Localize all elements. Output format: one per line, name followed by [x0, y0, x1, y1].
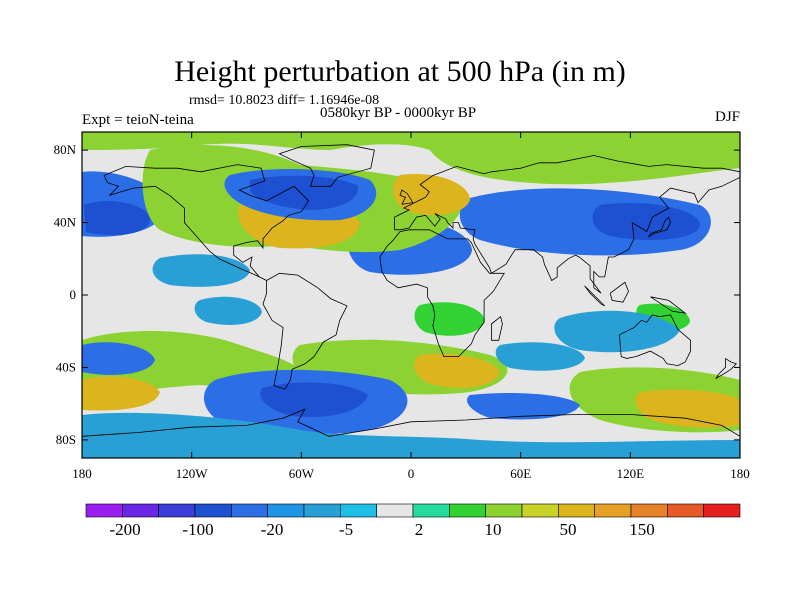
y-tick-label: 80S: [56, 432, 76, 447]
field-weak-negative-pacific: [152, 254, 250, 287]
coastline-8: [399, 189, 414, 205]
colorbar-swatch: [376, 503, 414, 518]
plot-title: Height perturbation at 500 hPa (in m): [174, 55, 626, 88]
field-positive-arctic: [82, 132, 740, 185]
field-core-southern-ocean-east: [635, 389, 740, 428]
colorbar-swatch: [85, 503, 123, 518]
x-tick-label: 180: [730, 466, 750, 481]
colorbar-label: -20: [261, 520, 284, 539]
field-core-asia: [592, 202, 700, 241]
colorbar-swatch: [158, 503, 196, 518]
stats-label: rmsd= 10.8023 diff= 1.16946e-08: [189, 93, 380, 108]
x-tick-label: 60E: [510, 466, 531, 481]
colorbar-swatch: [703, 503, 741, 518]
colorbar-swatch: [412, 503, 450, 518]
y-tick-label: 40S: [56, 359, 76, 374]
coastline-11: [584, 285, 605, 307]
coastline-6: [619, 314, 691, 367]
coastline-7: [82, 408, 740, 437]
colorbar-swatch: [194, 503, 232, 518]
coastline-12: [609, 281, 629, 303]
colorbar-swatch: [340, 503, 377, 518]
y-tick-label: 40N: [54, 215, 77, 230]
colorbar-swatch: [667, 503, 704, 518]
colorbar-swatch: [122, 503, 159, 518]
colorbar-swatch: [267, 503, 305, 518]
field-negative-south-indian: [466, 393, 580, 420]
field-core-canada: [250, 175, 359, 210]
x-tick-label: 60W: [289, 466, 315, 481]
colorbar-label: 2: [415, 520, 424, 539]
colorbar-label: -200: [109, 520, 140, 539]
coastline-5: [490, 315, 503, 341]
colorbar-label: 10: [485, 520, 502, 539]
colorbar-swatch: [594, 503, 632, 518]
colorbar-label: 50: [560, 520, 577, 539]
coastline-1: [278, 144, 375, 187]
field-weak-negative-antarctic: [82, 412, 740, 458]
colorbar-swatch: [485, 503, 523, 518]
field-core-south-atlantic-low: [260, 382, 368, 418]
y-tick-label: 80N: [54, 142, 77, 157]
colorbar-swatch: [231, 503, 268, 518]
coastline-4: [379, 229, 505, 358]
field-core-south-pacific: [82, 376, 160, 411]
colorbar-label: -100: [182, 520, 213, 539]
field-weak-negative-east-pacific: [194, 296, 262, 325]
coastline-0: [103, 164, 310, 281]
x-tick-label: 120E: [617, 466, 645, 481]
coastline-13: [650, 296, 687, 314]
field-core-south-atlantic: [414, 353, 500, 388]
colorbar-label: 150: [629, 520, 655, 539]
colorbar-swatch: [303, 503, 341, 518]
coastline-10: [715, 358, 738, 380]
season-label: DJF: [714, 109, 740, 125]
period-label: 0580kyr BP - 0000kyr BP: [320, 105, 477, 121]
colorbar-swatch: [521, 503, 559, 518]
field-weak-negative-south-indian: [495, 342, 585, 371]
colorbar-swatch: [558, 503, 595, 518]
x-tick-label: 0: [408, 466, 415, 481]
colorbar-swatch: [630, 503, 668, 518]
field-negative-south-pacific-west: [82, 342, 155, 375]
colorbar-label: -5: [339, 520, 353, 539]
field-core-europe: [393, 174, 470, 216]
field-weak-positive-africa: [414, 302, 485, 336]
colorbar-swatch: [449, 503, 486, 518]
coastline-9: [648, 216, 671, 238]
coastline-3: [394, 155, 740, 294]
coastline-2: [262, 272, 348, 390]
x-tick-label: 120W: [176, 466, 209, 481]
y-tick-label: 0: [70, 287, 77, 302]
x-tick-label: 180: [72, 466, 92, 481]
experiment-label: Expt = teioN-teina: [82, 112, 194, 128]
field-weak-negative-indian-ocean: [554, 310, 680, 353]
field-core-pacific-north: [84, 200, 150, 236]
